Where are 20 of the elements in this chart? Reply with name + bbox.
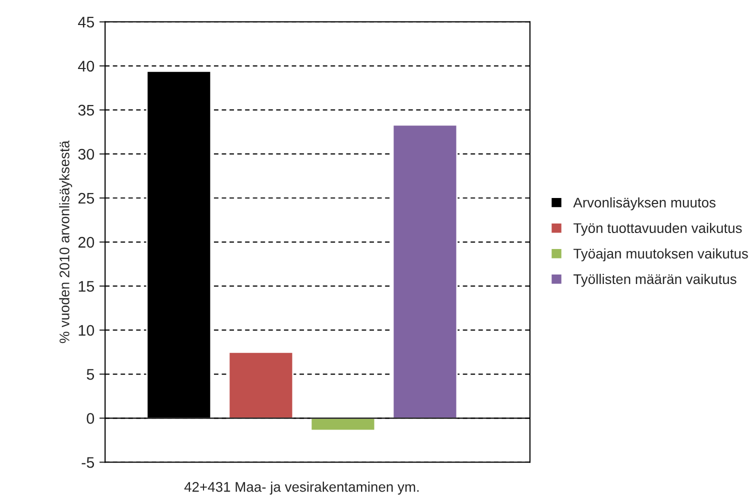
legend-label: Työn tuottavuuden vaikutus: [573, 222, 742, 236]
y-tick-label: 40: [78, 60, 94, 72]
y-tick-label: 45: [78, 16, 94, 28]
x-tick-label: 42+431 Maa- ja vesirakentaminen ym.: [184, 482, 419, 495]
y-axis-title: % vuoden 2010 arvonlisäyksestä: [59, 140, 72, 344]
y-tick-label: 30: [78, 148, 94, 160]
y-tick-label: 10: [78, 324, 94, 336]
legend-label: Työajan muutoksen vaikutus: [573, 248, 748, 262]
legend-label: Arvonlisäyksen muutos: [573, 197, 716, 210]
bar: [392, 124, 458, 419]
y-tick-label: 0: [86, 413, 94, 424]
y-tick-label: -5: [82, 457, 94, 468]
y-tick-label: 25: [78, 192, 94, 204]
bar: [228, 351, 294, 419]
y-tick-label: 35: [78, 104, 94, 116]
bar: [310, 417, 376, 432]
y-tick-label: 20: [78, 236, 94, 248]
y-tick-label: 15: [78, 281, 94, 292]
legend-label: Työllisten määrän vaikutus: [573, 274, 736, 287]
y-tick-label: 5: [86, 369, 94, 380]
